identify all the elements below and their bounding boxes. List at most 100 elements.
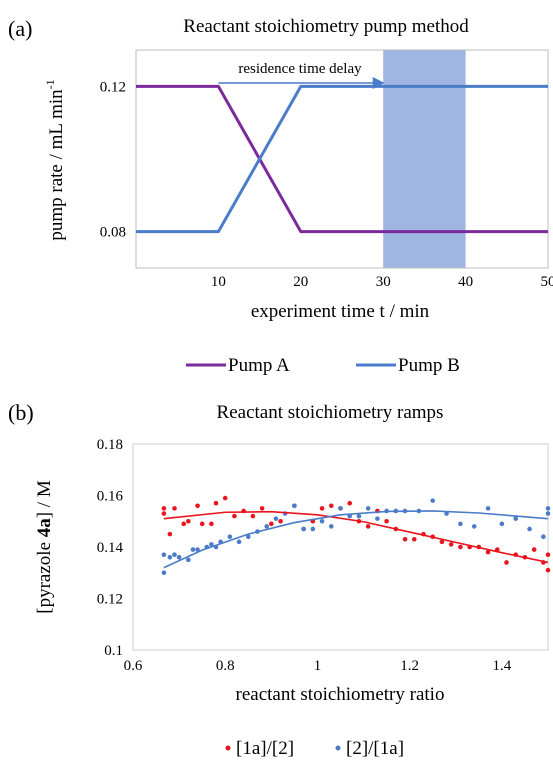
data-point-1a-2 xyxy=(250,513,256,519)
shaded-region xyxy=(383,50,466,268)
data-point-1a-2 xyxy=(209,521,214,527)
data-point-2-1a xyxy=(161,570,167,576)
data-point-1a-2 xyxy=(259,506,265,511)
chart-b-xtick-label: 0.6 xyxy=(124,658,143,674)
data-point-1a-2 xyxy=(269,521,274,527)
chart-a-ytick-label: 0.08 xyxy=(100,225,126,241)
data-point-2-1a xyxy=(499,521,505,527)
data-point-2-1a xyxy=(328,524,334,529)
data-point-1a-2 xyxy=(448,542,454,547)
data-point-1a-2 xyxy=(384,518,389,524)
data-point-2-1a xyxy=(545,506,551,511)
chart-b-plot-frame xyxy=(132,443,549,651)
data-point-2-1a xyxy=(186,557,191,563)
chart-b-ytick-label: 0.16 xyxy=(97,489,124,505)
panel-b-label: (b) xyxy=(8,400,34,425)
chart-a-xtick-label: 10 xyxy=(211,274,226,290)
chart-a-ytick-layer: 0.12 0.08 xyxy=(100,79,126,240)
chart-b-legend: [1a]/[2] [2]/[1a] xyxy=(225,738,404,759)
chart-a-xtick-label: 40 xyxy=(458,274,473,290)
trendline-2-1a xyxy=(163,510,549,569)
chart-a-xtick-layer: 10 20 30 40 50 xyxy=(211,274,553,290)
data-point-2-1a xyxy=(310,526,316,532)
data-point-1a-2 xyxy=(161,506,167,511)
data-point-2-1a xyxy=(365,506,371,511)
chart-b-ytick-label: 0.18 xyxy=(97,437,123,453)
chart-b: (b) Reactant stoichiometry ramps 0.1 0.12… xyxy=(8,400,551,759)
chart-a-shade-layer xyxy=(383,50,466,268)
chart-b-xtick-label: 1 xyxy=(314,658,322,674)
chart-b-trend-layer xyxy=(163,510,549,569)
chart-a-xtick-label: 20 xyxy=(293,274,308,290)
data-point-2-1a xyxy=(541,534,546,539)
data-point-1a-2 xyxy=(186,518,191,524)
data-point-2-1a xyxy=(301,526,306,532)
data-point-2-1a xyxy=(319,518,325,524)
data-point-2-1a xyxy=(471,524,477,529)
chart-a-xtick-label: 30 xyxy=(376,274,391,290)
data-point-1a-2 xyxy=(485,549,491,555)
chart-b-xtick-label: 0.8 xyxy=(216,658,235,674)
data-point-1a-2 xyxy=(347,500,353,506)
data-point-1a-2 xyxy=(545,552,551,558)
chart-b-ytick-label: 0.12 xyxy=(97,592,123,608)
chart-a-ylabel: pump rate / mL min-1 xyxy=(43,79,67,240)
trendline-1a-2 xyxy=(163,510,549,564)
data-point-1a-2 xyxy=(232,513,237,519)
legend-label-1a-2: [1a]/[2] xyxy=(236,738,294,759)
legend-label-pump-a: Pump A xyxy=(228,355,290,376)
data-point-2-1a xyxy=(375,516,380,521)
chart-a-series-layer xyxy=(136,84,548,234)
data-point-2-1a xyxy=(209,542,214,547)
data-point-1a-2 xyxy=(458,544,463,550)
chart-b-xtick-label: 1.2 xyxy=(400,658,419,674)
data-point-2-1a xyxy=(430,498,436,503)
legend-label-pump-b: Pump B xyxy=(398,355,460,376)
data-point-1a-2 xyxy=(319,506,325,511)
chart-b-xtick-label: 1.4 xyxy=(493,658,512,674)
chart-a: (a) Reactant stoichiometry pump method 0… xyxy=(8,16,553,376)
residence-time-annotation: residence time delay xyxy=(238,61,362,77)
data-point-1a-2 xyxy=(328,503,334,509)
chart-b-point-layer xyxy=(161,495,551,576)
chart-a-legend: Pump A Pump B xyxy=(186,355,460,376)
data-point-2-1a xyxy=(458,521,463,527)
legend-marker-2-1a xyxy=(335,745,341,751)
data-point-1a-2 xyxy=(531,547,537,552)
chart-a-title: Reactant stoichiometry pump method xyxy=(183,16,469,37)
data-point-2-1a xyxy=(172,552,177,558)
data-point-1a-2 xyxy=(411,536,417,542)
data-point-2-1a xyxy=(161,552,167,558)
data-point-2-1a xyxy=(292,503,297,509)
data-point-1a-2 xyxy=(181,521,187,527)
series-line-pump-a xyxy=(136,84,548,234)
data-point-2-1a xyxy=(527,526,532,532)
data-point-2-1a xyxy=(190,547,196,552)
data-point-1a-2 xyxy=(278,518,283,524)
data-point-2-1a xyxy=(236,539,242,545)
chart-a-xlabel: experiment time t / min xyxy=(251,301,430,322)
data-point-2-1a xyxy=(338,506,343,511)
chart-a-xtick-label: 50 xyxy=(541,274,553,290)
chart-b-ytick-label: 0.1 xyxy=(104,643,123,659)
data-point-1a-2 xyxy=(213,500,219,506)
data-point-1a-2 xyxy=(439,539,445,545)
chart-b-ylabel: [pyrazole 4a] / M xyxy=(34,480,55,614)
data-point-1a-2 xyxy=(365,524,371,529)
chart-b-ytick-layer: 0.1 0.12 0.14 0.16 0.18 xyxy=(97,437,124,659)
data-point-2-1a xyxy=(195,547,200,552)
chart-b-xlabel: reactant stoichiometry ratio xyxy=(236,684,445,705)
panel-a-label: (a) xyxy=(8,16,32,41)
data-point-2-1a xyxy=(227,534,233,539)
data-point-2-1a xyxy=(245,534,251,539)
data-point-1a-2 xyxy=(402,536,408,542)
chart-b-ytick-label: 0.14 xyxy=(97,540,124,556)
legend-label-2-1a: [2]/[1a] xyxy=(346,738,404,759)
data-point-1a-2 xyxy=(199,521,205,527)
data-point-2-1a xyxy=(545,511,551,516)
data-point-2-1a xyxy=(513,516,519,521)
data-point-1a-2 xyxy=(167,531,173,537)
data-point-2-1a xyxy=(167,555,173,560)
data-point-1a-2 xyxy=(195,503,200,509)
